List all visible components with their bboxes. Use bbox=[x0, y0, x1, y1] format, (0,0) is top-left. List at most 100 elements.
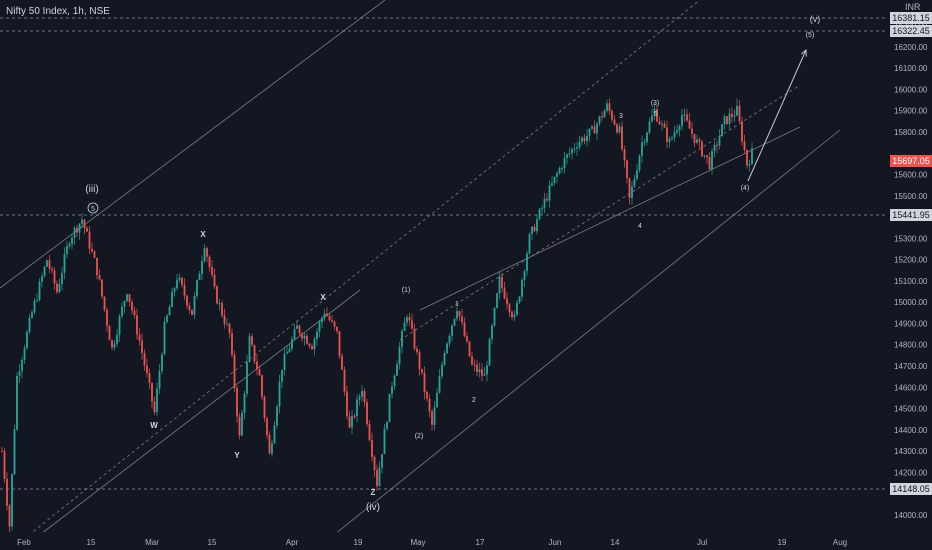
candle-body bbox=[433, 407, 436, 425]
price-tick-label: 14300.00 bbox=[894, 447, 928, 456]
candle-body bbox=[253, 344, 256, 362]
candle-body bbox=[106, 309, 108, 326]
candle-body bbox=[166, 315, 168, 322]
candle-body bbox=[716, 144, 718, 146]
candle-body bbox=[411, 320, 413, 329]
candle-body bbox=[638, 155, 641, 171]
candle-body bbox=[383, 428, 386, 455]
candle-body bbox=[351, 415, 353, 428]
candle-body bbox=[493, 307, 496, 326]
candle-body bbox=[206, 248, 208, 257]
candle-body bbox=[293, 328, 296, 339]
candle-body bbox=[278, 381, 281, 407]
price-axis: 16300.0016200.0016100.0016000.0015900.00… bbox=[894, 22, 928, 520]
wave-label-paren-2: (2) bbox=[415, 433, 424, 440]
candle-body bbox=[153, 401, 156, 413]
candle-body bbox=[148, 373, 151, 383]
candle-body bbox=[91, 248, 93, 252]
candle-body bbox=[378, 467, 381, 487]
candle-body bbox=[526, 253, 528, 272]
candle-body bbox=[186, 295, 188, 306]
candle-body bbox=[96, 257, 98, 276]
price-tag-16381[interactable]: 16381.15 bbox=[890, 12, 932, 24]
candle-body bbox=[531, 226, 533, 234]
candle-body bbox=[51, 268, 53, 271]
candle-body bbox=[468, 341, 471, 357]
lower-channel-line[interactable] bbox=[19, 289, 361, 550]
candle-body bbox=[696, 139, 698, 143]
candle-body bbox=[328, 315, 331, 321]
time-axis: Feb 15 Mar 15 Apr 19 May 17 Jun 14 Jul 1… bbox=[17, 538, 847, 547]
price-tick-label: 14700.00 bbox=[894, 362, 928, 371]
middle-channel-dashed[interactable] bbox=[9, 0, 701, 550]
candle-body bbox=[11, 474, 13, 527]
candle-body bbox=[158, 370, 161, 389]
price-tick-label: 15000.00 bbox=[894, 298, 928, 307]
candle-body bbox=[298, 325, 301, 334]
candle-body bbox=[123, 300, 126, 307]
wave-label-minor-2: 2 bbox=[472, 397, 476, 404]
candle-body bbox=[356, 399, 358, 417]
candle-body bbox=[113, 343, 116, 348]
rising-channel-mid-dashed[interactable] bbox=[399, 84, 801, 341]
candle-body bbox=[141, 340, 143, 354]
price-tag-15441[interactable]: 15441.95 bbox=[890, 209, 932, 221]
upper-channel-line[interactable] bbox=[0, 0, 386, 289]
candle-body bbox=[276, 406, 278, 426]
price-tick-label: 14800.00 bbox=[894, 341, 928, 350]
candle-body bbox=[73, 227, 76, 238]
wave-label-z: Z bbox=[371, 488, 376, 497]
candle-body bbox=[316, 331, 318, 339]
price-tag-14148[interactable]: 14148.05 bbox=[890, 483, 932, 495]
candle-body bbox=[301, 333, 303, 339]
candle-body bbox=[561, 168, 563, 170]
candle-body bbox=[446, 343, 448, 354]
candle-body bbox=[511, 312, 513, 318]
candle-body bbox=[8, 505, 11, 527]
candle-body bbox=[6, 478, 8, 506]
candle-body bbox=[216, 286, 218, 304]
candle-body bbox=[571, 148, 573, 154]
candle-body bbox=[368, 423, 371, 440]
candle-body bbox=[271, 443, 273, 454]
candle-body bbox=[661, 123, 663, 125]
candle-body bbox=[126, 294, 128, 301]
candle-body bbox=[3, 451, 6, 479]
candle-body bbox=[331, 320, 333, 322]
price-tag-16322[interactable]: 16322.45 bbox=[890, 25, 932, 37]
time-axis-bg[interactable] bbox=[0, 532, 888, 550]
wave-label-w: W bbox=[150, 421, 158, 430]
candle-body bbox=[668, 138, 671, 142]
candle-body bbox=[196, 280, 198, 296]
candle-body bbox=[568, 153, 571, 155]
candle-body bbox=[296, 325, 298, 329]
candle-body bbox=[61, 272, 63, 284]
candle-body bbox=[476, 364, 478, 372]
candle-body bbox=[403, 322, 406, 331]
candle-body bbox=[508, 304, 511, 313]
candle-body bbox=[23, 348, 26, 360]
candle-body bbox=[601, 116, 603, 118]
candle-body bbox=[533, 226, 536, 232]
candle-body bbox=[41, 276, 43, 282]
candle-body bbox=[443, 353, 446, 365]
candle-body bbox=[418, 351, 421, 369]
rising-channel-upper[interactable] bbox=[419, 126, 801, 311]
projection-arrow[interactable] bbox=[747, 50, 806, 182]
candle-body bbox=[273, 425, 276, 444]
candle-body bbox=[361, 391, 363, 397]
wave-circle-5 bbox=[87, 202, 99, 214]
candle-body bbox=[558, 168, 561, 174]
price-tag-current[interactable]: 15697.05 bbox=[890, 155, 932, 167]
candle-body bbox=[393, 375, 396, 387]
candle-body bbox=[176, 279, 178, 289]
rising-channel-lower[interactable] bbox=[314, 129, 841, 550]
candle-body bbox=[193, 295, 196, 315]
candle-body bbox=[191, 309, 193, 315]
candle-body bbox=[416, 348, 418, 352]
candle-body bbox=[161, 354, 163, 371]
candle-body bbox=[63, 254, 66, 273]
price-axis-bg[interactable] bbox=[888, 0, 932, 550]
candle-body bbox=[373, 456, 376, 471]
